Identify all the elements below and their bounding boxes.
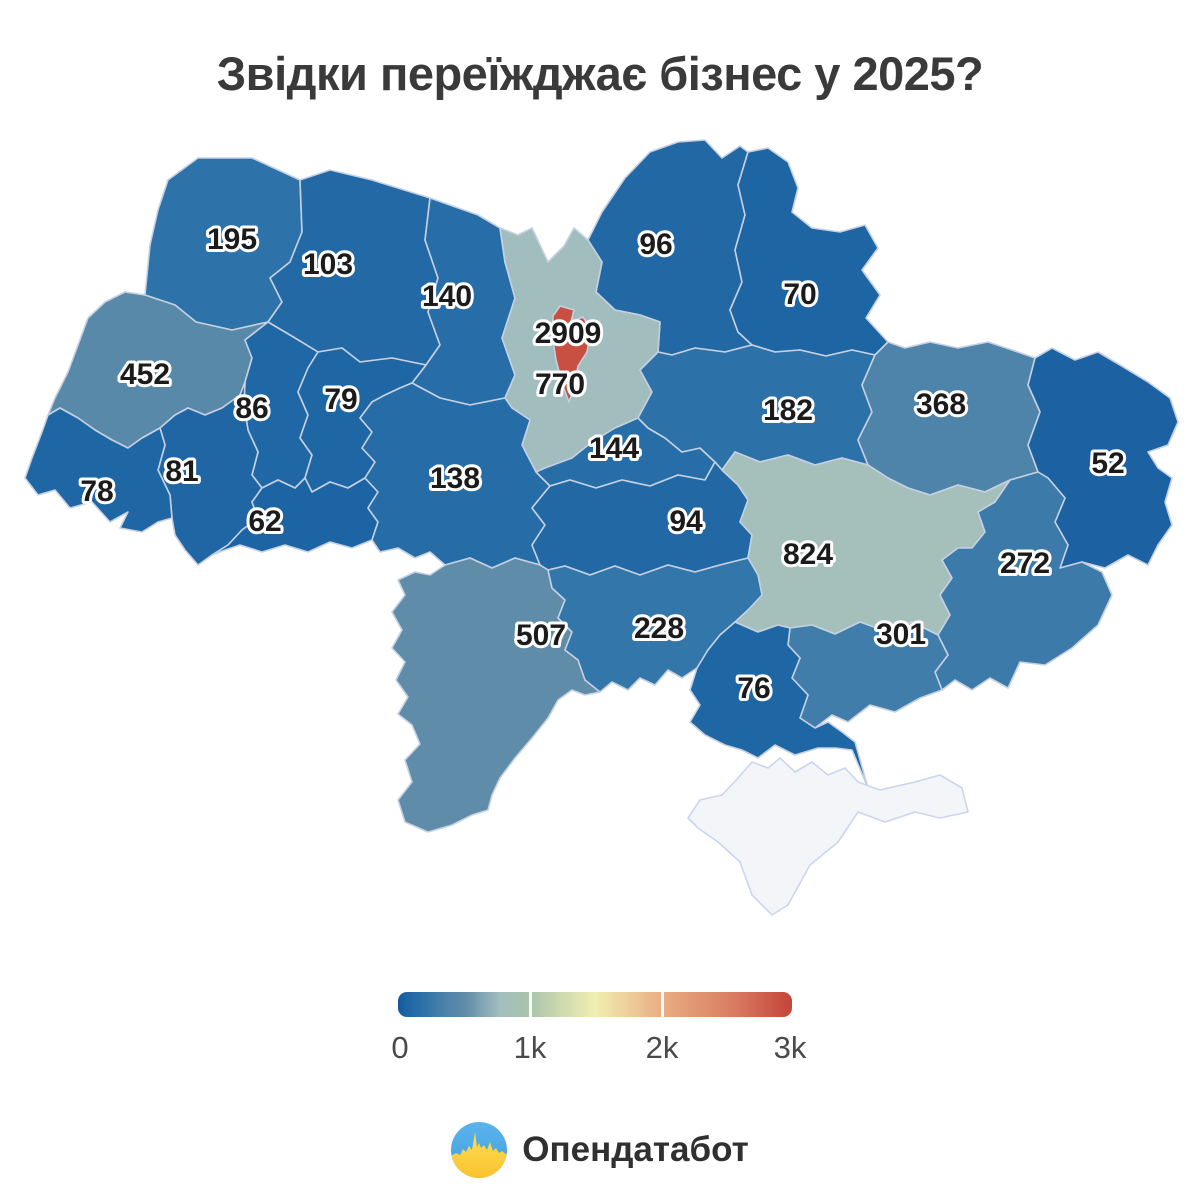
legend-tick-3k: 3k — [773, 1030, 807, 1065]
region-kherson[interactable] — [689, 621, 869, 789]
region-value-label-luhansk: 52 — [1091, 447, 1124, 480]
region-value-label-vinnytsia: 138 — [430, 462, 480, 495]
legend-tick-2k: 2k — [645, 1030, 679, 1065]
region-value-label-ivano-frankivsk: 81 — [165, 455, 198, 488]
region-crimea[interactable] — [687, 757, 969, 916]
region-value-label-odesa: 507 — [516, 619, 566, 652]
legend-separator — [529, 992, 533, 1017]
opendatabot-logo-icon — [451, 1122, 508, 1178]
region-value-label-sumy: 70 — [783, 278, 816, 311]
region-chernivtsi[interactable] — [211, 477, 379, 556]
region-value-label-dnipro: 824 — [783, 538, 833, 571]
page-title: Звідки переїжджає бізнес у 2025? — [216, 47, 984, 100]
region-value-label-rivne: 103 — [303, 248, 353, 281]
region-value-label-cherkasy: 144 — [589, 432, 639, 465]
region-value-label-khmelnytskyi: 79 — [324, 383, 357, 416]
region-value-label-chernihiv: 96 — [639, 228, 672, 261]
region-value-label-kirovohrad: 94 — [669, 505, 703, 538]
region-sumy[interactable] — [729, 147, 889, 357]
legend-tick-0: 0 — [391, 1030, 409, 1065]
legend-tick-1k: 1k — [513, 1030, 547, 1065]
brand-name: Опендатабот — [522, 1130, 749, 1169]
region-value-label-poltava: 182 — [763, 394, 813, 427]
legend-separator — [660, 992, 664, 1017]
region-value-label-zakarpattia: 78 — [80, 475, 113, 508]
region-value-label-kyiv-oblast: 770 — [535, 368, 585, 401]
color-scale-legend — [398, 992, 792, 1017]
brand-footer: Опендатабот — [0, 1122, 1200, 1178]
region-value-label-mykolaiv: 228 — [634, 612, 684, 645]
region-donetsk[interactable] — [934, 471, 1113, 691]
region-zakarpattia[interactable] — [24, 407, 173, 533]
region-value-label-zhytomyr: 140 — [422, 280, 472, 313]
region-value-label-ternopil: 86 — [235, 392, 268, 425]
region-value-label-chernivtsi: 62 — [248, 505, 281, 538]
region-value-label-lviv: 452 — [120, 358, 170, 391]
region-value-label-kherson: 76 — [737, 672, 770, 705]
region-value-label-donetsk: 272 — [1000, 547, 1050, 580]
region-kyiv-city[interactable] — [551, 305, 592, 403]
region-value-label-kyiv-city: 2909 — [535, 317, 602, 350]
region-value-label-kharkiv: 368 — [916, 388, 966, 421]
region-value-label-volyn: 195 — [207, 223, 257, 256]
region-ivano-frankivsk[interactable] — [157, 381, 263, 566]
region-value-label-zaporizhzhia: 301 — [876, 618, 926, 651]
